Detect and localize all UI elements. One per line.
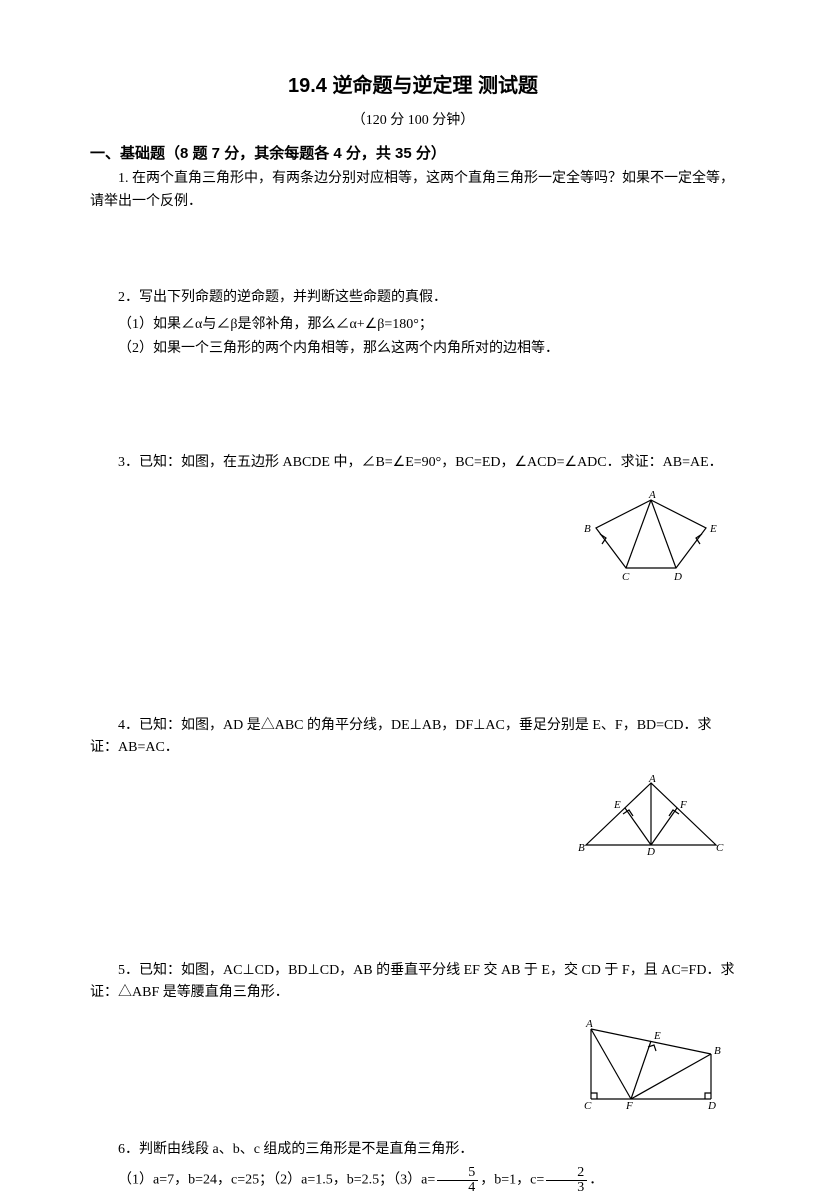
figure-right-triangle: A B C D E F — [576, 1019, 726, 1114]
label-C5: C — [584, 1100, 592, 1112]
question-1-text: 1. 在两个直角三角形中，有两条边分别对应相等，这两个直角三角形一定全等吗？如果… — [90, 171, 734, 208]
question-6: 6．判断由线段 a、b、c 组成的三角形是不是直角三角形． — [90, 1139, 736, 1161]
answer-space-1 — [90, 217, 736, 287]
page-subtitle: （120 分 100 分钟） — [90, 110, 736, 132]
label-D: D — [673, 571, 682, 583]
label-C: C — [622, 571, 630, 583]
q6-end: ． — [589, 1172, 603, 1187]
label-E4: E — [613, 799, 621, 811]
document-page: 19.4 逆命题与逆定理 测试题 （120 分 100 分钟） 一、基础题（8 … — [0, 0, 826, 1169]
label-D4: D — [646, 846, 655, 858]
q6-prefix: （1）a=7，b=24，c=25；（2）a=1.5，b=2.5；（3）a= — [118, 1172, 435, 1187]
section-1-header: 一、基础题（8 题 7 分，其余每题各 4 分，共 35 分） — [90, 142, 736, 166]
question-6-parts: （1）a=7，b=24，c=25；（2）a=1.5，b=2.5；（3）a=54，… — [90, 1166, 736, 1195]
page-title: 19.4 逆命题与逆定理 测试题 — [90, 70, 736, 102]
question-4: 4．已知：如图，AD 是△ABC 的角平分线，DE⊥AB，DF⊥AC，垂足分别是… — [90, 715, 736, 760]
question-1: 1. 在两个直角三角形中，有两条边分别对应相等，这两个直角三角形一定全等吗？如果… — [90, 168, 736, 213]
answer-space-5 — [90, 1124, 736, 1139]
label-E: E — [709, 523, 717, 535]
label-A: A — [648, 490, 656, 501]
question-5: 5．已知：如图，AC⊥CD，BD⊥CD，AB 的垂直平分线 EF 交 AB 于 … — [90, 960, 736, 1005]
label-D5: D — [707, 1100, 716, 1112]
question-5-text: 5．已知：如图，AC⊥CD，BD⊥CD，AB 的垂直平分线 EF 交 AB 于 … — [90, 963, 734, 1000]
label-F5: F — [625, 1100, 633, 1112]
frac2-num: 2 — [546, 1166, 587, 1181]
question-2-1: （1）如果∠α与∠β是邻补角，那么∠α+∠β=180°； — [90, 314, 736, 336]
fraction-2-3: 23 — [546, 1166, 587, 1195]
answer-space-3 — [90, 595, 736, 715]
frac1-num: 5 — [437, 1166, 478, 1181]
fraction-5-4: 54 — [437, 1166, 478, 1195]
q6-mid: ，b=1，c= — [480, 1172, 544, 1187]
label-C4: C — [716, 842, 724, 854]
label-B4: B — [578, 842, 585, 854]
label-A4: A — [648, 775, 656, 785]
frac1-den: 4 — [437, 1181, 478, 1195]
label-B5: B — [714, 1045, 721, 1057]
answer-space-2 — [90, 362, 736, 452]
frac2-den: 3 — [546, 1181, 587, 1195]
question-3: 3．已知：如图，在五边形 ABCDE 中，∠B=∠E=90°，BC=ED，∠AC… — [90, 452, 736, 474]
label-A5: A — [585, 1019, 593, 1030]
label-F4: F — [679, 799, 687, 811]
label-E5: E — [653, 1030, 661, 1042]
figure-pentagon: A B C D E — [576, 490, 726, 585]
figure-triangle-bisector: A B C D E F — [576, 775, 726, 860]
question-2: 2．写出下列命题的逆命题，并判断这些命题的真假． — [90, 287, 736, 309]
question-2-2: （2）如果一个三角形的两个内角相等，那么这两个内角所对的边相等． — [90, 338, 736, 360]
answer-space-4 — [90, 870, 736, 960]
label-B: B — [584, 523, 591, 535]
